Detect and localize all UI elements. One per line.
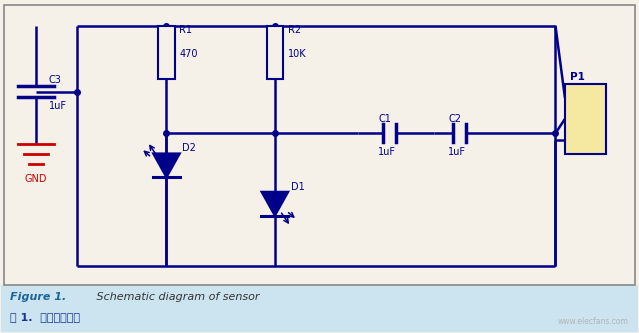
Text: R2: R2 (288, 25, 301, 35)
Bar (565, 84, 606, 154)
Text: 3: 3 (583, 135, 589, 145)
Text: C1: C1 (378, 114, 391, 124)
Bar (1, 285, 638, 332)
Bar (4, 5, 635, 285)
Text: www.elecfans.com: www.elecfans.com (558, 317, 629, 326)
Text: 1: 1 (583, 93, 589, 103)
Text: R1: R1 (179, 25, 192, 35)
Text: Figure 1.: Figure 1. (10, 292, 66, 302)
Text: Schematic diagram of sensor: Schematic diagram of sensor (93, 292, 259, 302)
Polygon shape (153, 154, 180, 177)
Text: D1: D1 (291, 182, 305, 192)
Text: 470: 470 (179, 50, 197, 60)
Text: D2: D2 (182, 144, 196, 154)
Polygon shape (261, 192, 288, 216)
Text: C3: C3 (49, 75, 61, 85)
Text: 2: 2 (583, 114, 589, 124)
Text: 图 1.  传感器原理图: 图 1. 传感器原理图 (10, 312, 81, 322)
Bar (158, 26, 174, 80)
Text: 10K: 10K (288, 50, 306, 60)
Text: GND: GND (24, 173, 47, 183)
Text: C2: C2 (449, 114, 461, 124)
Text: 1uF: 1uF (449, 147, 466, 157)
Text: 1uF: 1uF (49, 101, 66, 111)
Text: P1: P1 (570, 72, 585, 82)
Text: 1uF: 1uF (378, 147, 396, 157)
Bar (266, 26, 283, 80)
